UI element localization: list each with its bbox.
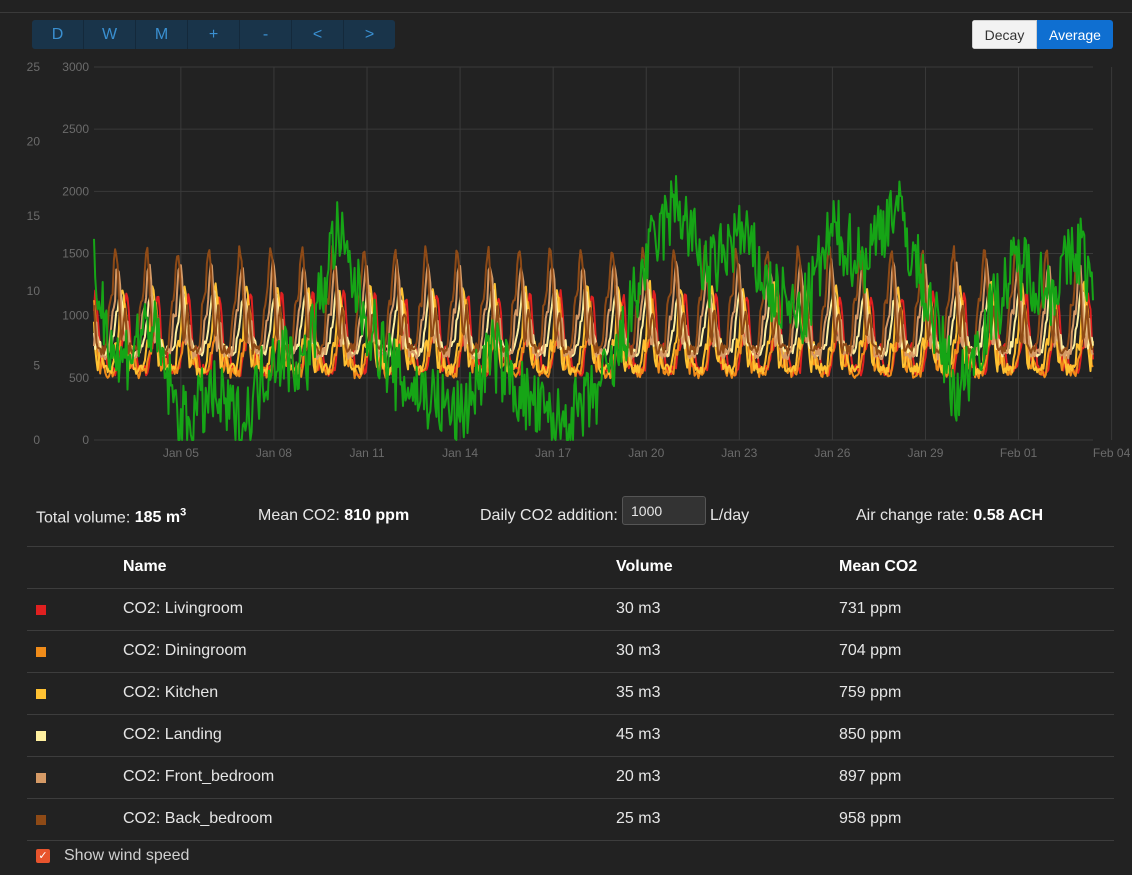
row-name: CO2: Front_bedroom	[123, 768, 274, 786]
rooms-table: Name Volume Mean CO2 CO2: Livingroom 30 …	[27, 546, 1114, 841]
decay-mode-button[interactable]: Decay	[972, 20, 1037, 49]
row-mean-co2: 850 ppm	[839, 726, 901, 744]
week-view-button[interactable]: W	[84, 20, 136, 49]
row-volume: 30 m3	[616, 600, 660, 618]
y-left-tick-label: 0	[33, 433, 40, 447]
y-left-tick-label: 25	[27, 60, 41, 74]
co2-wind-chart[interactable]: 3000 2500 2000 1500 1000 500 0 25 20 15 10 5 0 Jan 05…	[0, 55, 1132, 470]
wind-speed-label: Show wind speed	[64, 847, 189, 865]
color-swatch	[36, 605, 46, 615]
color-swatch	[36, 773, 46, 783]
x-tick-label: Feb 04	[1093, 446, 1131, 460]
mean-co2-stat: Mean CO2: 810 ppm	[258, 507, 409, 525]
y-right-tick-label: 1500	[62, 247, 89, 261]
table-row[interactable]: CO2: Livingroom 30 m3 731 ppm	[27, 588, 1114, 630]
row-volume: 45 m3	[616, 726, 660, 744]
cubic-superscript: 3	[180, 507, 186, 519]
y-left-tick-label: 20	[27, 135, 41, 149]
mode-toggle-group: Decay Average	[972, 20, 1113, 49]
row-volume: 20 m3	[616, 768, 660, 786]
total-volume-value: 185 m3	[135, 509, 187, 526]
month-view-button[interactable]: M	[136, 20, 188, 49]
show-wind-speed-toggle[interactable]: ✓ Show wind speed	[36, 847, 189, 865]
row-mean-co2: 704 ppm	[839, 642, 901, 660]
y-right-tick-label: 500	[69, 371, 89, 385]
pan-left-button[interactable]: <	[292, 20, 344, 49]
x-tick-label: Jan 08	[256, 446, 292, 460]
color-swatch	[36, 815, 46, 825]
color-swatch	[36, 689, 46, 699]
table-row[interactable]: CO2: Diningroom 30 m3 704 ppm	[27, 630, 1114, 672]
x-tick-label: Jan 14	[442, 446, 478, 460]
row-mean-co2: 731 ppm	[839, 600, 901, 618]
daily-addition-unit: L/day	[710, 507, 749, 525]
header-name: Name	[123, 558, 167, 576]
zoom-in-button[interactable]: +	[188, 20, 240, 49]
total-volume-stat: Total volume: 185 m3	[36, 507, 186, 527]
row-volume: 35 m3	[616, 684, 660, 702]
checkmark-icon: ✓	[38, 851, 47, 862]
day-view-button[interactable]: D	[32, 20, 84, 49]
table-header-row: Name Volume Mean CO2	[27, 546, 1114, 588]
y-left-tick-label: 10	[27, 284, 41, 298]
table-row[interactable]: CO2: Landing 45 m3 850 ppm	[27, 714, 1114, 756]
y-right-tick-label: 2500	[62, 122, 89, 136]
mean-co2-label: Mean CO2:	[258, 507, 340, 524]
mean-co2-value: 810 ppm	[344, 507, 409, 524]
row-mean-co2: 958 ppm	[839, 810, 901, 828]
y-left-tick-label: 5	[33, 358, 40, 372]
x-tick-label: Jan 23	[721, 446, 757, 460]
y-right-tick-label: 2000	[62, 184, 89, 198]
x-tick-label: Jan 11	[349, 446, 384, 460]
air-change-stat: Air change rate: 0.58 ACH	[856, 507, 1043, 525]
row-name: CO2: Kitchen	[123, 684, 218, 702]
total-volume-label: Total volume:	[36, 509, 130, 526]
row-name: CO2: Back_bedroom	[123, 810, 272, 828]
x-tick-label: Jan 29	[907, 446, 943, 460]
row-name: CO2: Diningroom	[123, 642, 247, 660]
row-name: CO2: Livingroom	[123, 600, 243, 618]
row-volume: 25 m3	[616, 810, 660, 828]
top-divider	[0, 12, 1132, 13]
table-row[interactable]: CO2: Front_bedroom 20 m3 897 ppm	[27, 756, 1114, 798]
stats-row: Total volume: 185 m3 Mean CO2: 810 ppm D…	[0, 501, 1132, 531]
row-volume: 30 m3	[616, 642, 660, 660]
y-right-tick-label: 3000	[62, 60, 89, 74]
wind-speed-checkbox[interactable]: ✓	[36, 849, 50, 863]
air-change-value: 0.58 ACH	[973, 507, 1043, 524]
daily-addition-label: Daily CO2 addition:	[480, 507, 618, 525]
range-button-group: D W M + - < >	[32, 20, 395, 49]
y-right-tick-label: 0	[82, 433, 89, 447]
table-row[interactable]: CO2: Kitchen 35 m3 759 ppm	[27, 672, 1114, 714]
row-mean-co2: 897 ppm	[839, 768, 901, 786]
y-left-tick-label: 15	[27, 209, 41, 223]
x-tick-label: Jan 05	[163, 446, 199, 460]
average-mode-button[interactable]: Average	[1037, 20, 1113, 49]
y-right-tick-label: 1000	[62, 309, 89, 323]
x-tick-label: Jan 20	[628, 446, 664, 460]
row-mean-co2: 759 ppm	[839, 684, 901, 702]
air-change-label: Air change rate:	[856, 507, 969, 524]
color-swatch	[36, 647, 46, 657]
header-mean-co2: Mean CO2	[839, 558, 917, 576]
daily-co2-addition-input[interactable]	[622, 496, 706, 525]
x-tick-label: Jan 26	[814, 446, 850, 460]
row-name: CO2: Landing	[123, 726, 222, 744]
table-row[interactable]: CO2: Back_bedroom 25 m3 958 ppm	[27, 798, 1114, 841]
pan-right-button[interactable]: >	[344, 20, 395, 49]
x-tick-label: Feb 01	[1000, 446, 1038, 460]
x-tick-label: Jan 17	[535, 446, 571, 460]
zoom-out-button[interactable]: -	[240, 20, 292, 49]
color-swatch	[36, 731, 46, 741]
header-volume: Volume	[616, 558, 673, 576]
